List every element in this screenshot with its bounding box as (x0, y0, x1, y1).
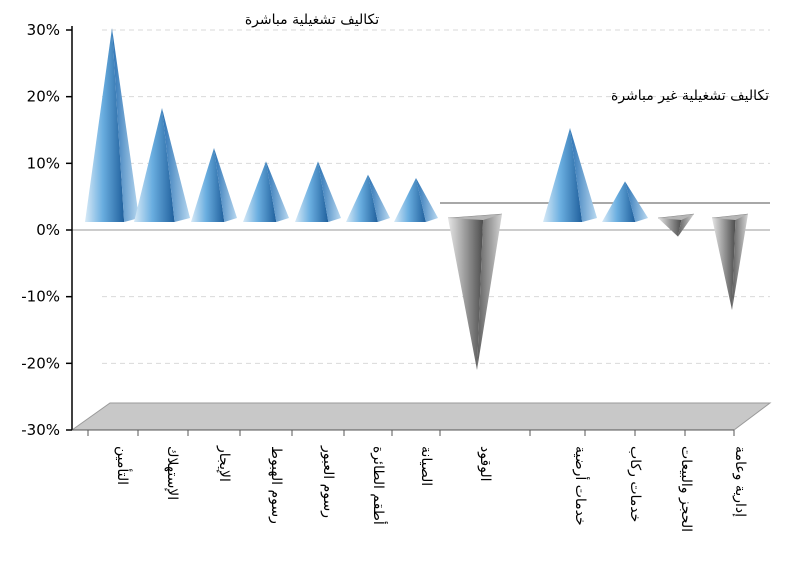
floor-plane (70, 402, 772, 431)
y-tick-label: -30% (21, 421, 60, 439)
y-axis (66, 26, 735, 436)
category-label: خدمات ركاب (627, 446, 643, 522)
category-label: التأمين (114, 446, 133, 485)
y-tick-label: 0% (36, 221, 60, 239)
category-label: رسوم الهبوط (268, 446, 284, 524)
y-tick-label: -10% (21, 288, 60, 306)
cone-9 (543, 128, 597, 222)
y-tick-label: -20% (21, 354, 60, 372)
annotation-indirect-costs: تكاليف تشغيلية غير مباشرة (611, 88, 769, 104)
gridlines (72, 29, 770, 364)
category-label: الوقود (477, 446, 493, 482)
cones (85, 28, 749, 370)
cone-6 (346, 174, 390, 222)
cone-12 (711, 213, 749, 310)
category-label: الإيجار (216, 445, 232, 482)
y-tick-label: 20% (27, 88, 60, 106)
category-label: الصيانة (418, 446, 434, 486)
y-tick-labels: 30% 20% 10% 0% -10% -20% -30% (21, 21, 60, 439)
cone-5 (295, 161, 341, 222)
cone-11 (657, 213, 695, 237)
cone-4 (243, 161, 289, 222)
category-label: الحجز والبيعات (678, 446, 694, 532)
category-label: إدارية وعامة (732, 446, 748, 517)
y-tick-label: 10% (27, 154, 60, 172)
category-label: أطقم الطائرة (370, 446, 388, 525)
category-label: رسوم العبور (320, 445, 336, 518)
category-label: الإستهلاك (164, 446, 180, 500)
cone-10 (602, 181, 648, 222)
category-label: خدمات أرضية (572, 446, 590, 526)
category-labels: التأمين الإستهلاك الإيجار رسوم الهبوط رسوم ا… (114, 445, 748, 532)
chart-floor (70, 402, 772, 431)
cone-1 (85, 28, 139, 222)
annotation-direct-costs: تكاليف تشغيلية مباشرة (245, 12, 379, 28)
y-tick-label: 30% (27, 21, 60, 39)
cone-2 (134, 108, 190, 222)
cone-3 (191, 148, 237, 222)
cone-7 (394, 178, 438, 222)
cone-8 (447, 213, 503, 370)
